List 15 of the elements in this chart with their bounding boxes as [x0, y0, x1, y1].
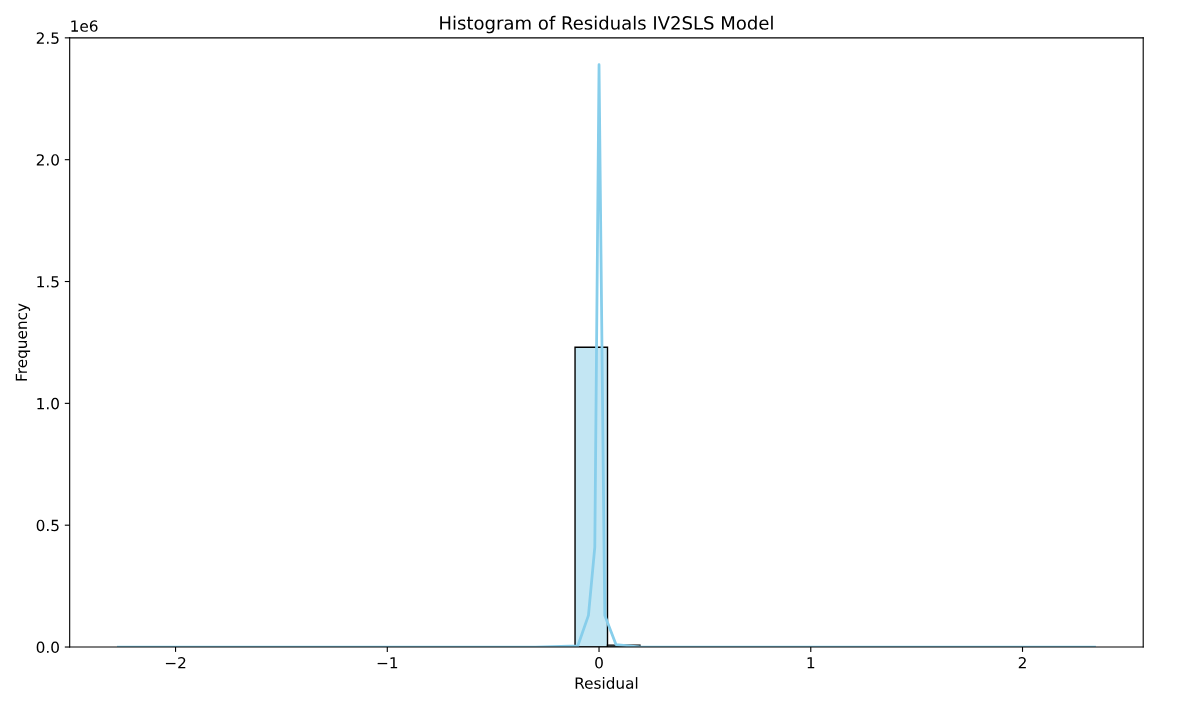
x-tick-label: −2 — [165, 657, 186, 669]
x-tick-label: 0 — [595, 657, 603, 669]
y-tick-label: 1.5 — [37, 276, 59, 288]
text: 1e6 — [71, 20, 98, 32]
chart-title: Histogram of Residuals IV2SLS Model — [440, 15, 773, 34]
y-tick-label: 2.5 — [36, 32, 59, 44]
y-tick-label: 1.0 — [37, 397, 59, 410]
x-tick-label: 1 — [807, 657, 815, 669]
y-tick-label: 0.0 — [36, 641, 59, 654]
x-tick-label: 2 — [1018, 657, 1026, 669]
y-axis-title: Frequency — [15, 303, 31, 381]
x-axis-title: Residual — [575, 677, 638, 689]
x-tick-label: −1 — [377, 657, 398, 669]
y-tick-label: 2.0 — [36, 154, 59, 166]
y-tick-label: 0.5 — [36, 519, 59, 532]
